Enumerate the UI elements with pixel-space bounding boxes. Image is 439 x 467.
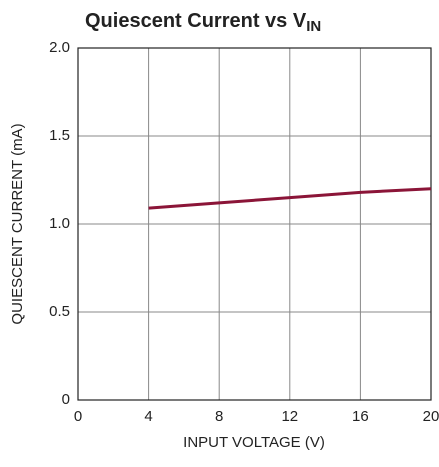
x-tick-label: 8: [215, 408, 223, 425]
title-subscript: IN: [306, 18, 321, 35]
y-axis-label: QUIESCENT CURRENT (mA): [9, 123, 26, 324]
x-tick-label: 20: [423, 408, 439, 425]
x-tick-label: 12: [281, 408, 298, 425]
y-tick-label: 0.5: [49, 303, 70, 320]
y-tick-label: 0: [62, 391, 70, 408]
x-tick-label: 4: [144, 408, 152, 425]
x-axis-label: INPUT VOLTAGE (V): [183, 434, 325, 451]
y-tick-label: 1.5: [49, 127, 70, 144]
y-tick-label: 2.0: [49, 39, 70, 56]
x-tick-label: 16: [352, 408, 369, 425]
y-tick-label: 1.0: [49, 215, 70, 232]
data-line: [148, 187, 432, 210]
plot-frame: [77, 47, 432, 401]
chart-title: Quiescent Current vs VIN: [85, 10, 321, 35]
x-tick-label: 0: [74, 408, 82, 425]
title-main: Quiescent Current vs V: [85, 10, 307, 32]
